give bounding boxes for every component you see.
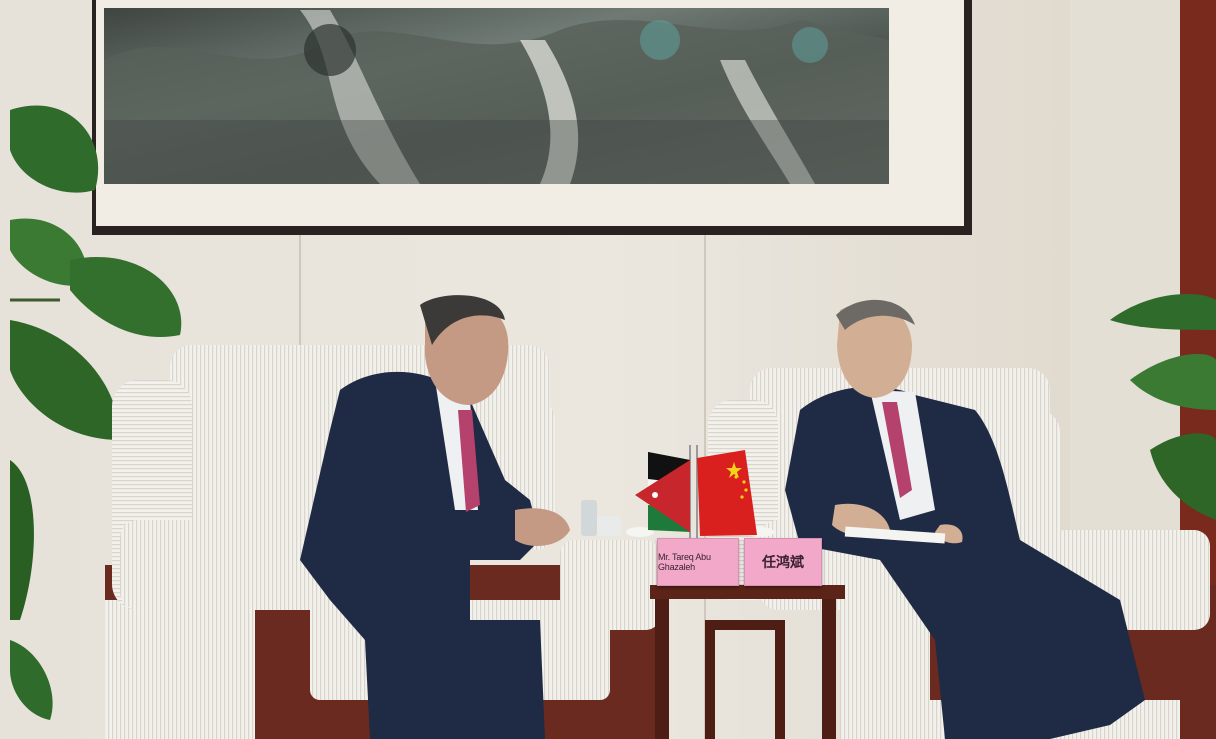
nameplate-right: 任鸿斌: [744, 538, 822, 586]
water-bottle: [581, 500, 597, 536]
jordan-flag: [635, 445, 691, 545]
nameplate-left: Mr. Tareq Abu Ghazaleh: [657, 538, 739, 586]
plant-right: [1110, 294, 1216, 520]
china-flag: [696, 445, 757, 545]
man-right: [785, 299, 1145, 739]
side-table: [650, 585, 845, 739]
landscape-painting: [92, 0, 972, 235]
plant-left: [10, 105, 182, 720]
cup: [597, 516, 621, 536]
man-left: [300, 295, 570, 739]
